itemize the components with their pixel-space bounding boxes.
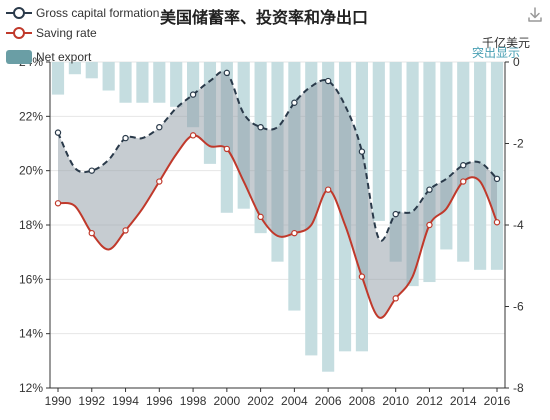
net-export-bar bbox=[153, 62, 166, 103]
net-export-bar bbox=[440, 62, 453, 250]
gcf-point bbox=[156, 123, 163, 131]
x-tick-label: 2014 bbox=[450, 394, 477, 408]
x-tick-label: 2000 bbox=[213, 394, 240, 408]
gcf-point bbox=[426, 186, 433, 193]
legend-label: Net export bbox=[36, 50, 92, 64]
x-tick-label: 2002 bbox=[247, 394, 274, 408]
left-tick-label: 14% bbox=[19, 327, 43, 341]
net-export-bar bbox=[490, 62, 504, 270]
net-export-bar bbox=[85, 62, 98, 79]
x-tick-label: 2012 bbox=[416, 394, 443, 408]
net-export-bar bbox=[68, 62, 81, 75]
left-tick-label: 22% bbox=[19, 109, 43, 123]
saving-point bbox=[223, 145, 231, 153]
saving-point bbox=[189, 132, 197, 139]
saving-rate-line bbox=[57, 134, 498, 319]
legend-rect-icon bbox=[6, 50, 32, 64]
saving-point bbox=[426, 221, 433, 229]
left-tick-label: 18% bbox=[19, 218, 43, 232]
saving-point bbox=[291, 229, 298, 237]
gcf-point bbox=[54, 129, 62, 136]
net-export-bar bbox=[457, 62, 470, 262]
x-tick-label: 2006 bbox=[315, 394, 342, 408]
chart-title: 美国储蓄率、投资率和净出口 bbox=[160, 8, 369, 27]
gcf-point bbox=[392, 210, 399, 218]
right-tick-label: -8 bbox=[513, 381, 524, 395]
gross-capital-formation-points bbox=[54, 69, 501, 218]
x-tick-label: 1994 bbox=[112, 394, 139, 408]
net-export-bar bbox=[372, 62, 385, 221]
net-export-bar bbox=[102, 62, 115, 91]
saving-point bbox=[460, 178, 467, 185]
saving-point bbox=[392, 295, 399, 302]
legend-label: Saving rate bbox=[36, 26, 97, 40]
x-tick-label: 1990 bbox=[45, 394, 72, 408]
net-export-bar bbox=[136, 62, 149, 103]
saving-point bbox=[324, 186, 332, 193]
legend-item-saving-rate[interactable]: Saving rate bbox=[6, 24, 97, 42]
x-tick-label: 1996 bbox=[146, 394, 173, 408]
gcf-point bbox=[189, 91, 197, 98]
download-icon[interactable] bbox=[526, 6, 544, 24]
right-tick-label: -6 bbox=[513, 300, 524, 314]
gcf-point bbox=[291, 99, 298, 106]
gcf-point bbox=[257, 123, 264, 131]
saving-point bbox=[88, 229, 95, 237]
saving-point bbox=[493, 219, 501, 226]
x-tick-label: 1992 bbox=[78, 394, 105, 408]
x-tick-label: 2008 bbox=[349, 394, 376, 408]
saving-point bbox=[156, 178, 163, 185]
gross-capital-formation-line bbox=[57, 70, 498, 242]
gcf-point bbox=[88, 167, 95, 174]
left-tick-label: 12% bbox=[19, 381, 43, 395]
net-export-bar bbox=[423, 62, 436, 283]
right-tick-label: -2 bbox=[513, 137, 524, 151]
saving-point bbox=[358, 273, 366, 280]
saving-rate-points bbox=[54, 132, 501, 302]
left-tick-label: 16% bbox=[19, 272, 43, 286]
right-tick-label: 0 bbox=[513, 55, 520, 69]
right-tick-label: -4 bbox=[513, 218, 524, 232]
legend-line-circle-icon bbox=[6, 26, 32, 40]
left-tick-label: 20% bbox=[19, 164, 43, 178]
axes bbox=[46, 61, 509, 392]
gcf-point bbox=[358, 148, 366, 155]
x-tick-label: 2004 bbox=[281, 394, 308, 408]
highlight-toggle[interactable]: 突出显示 bbox=[472, 46, 521, 60]
x-tick-label: 2010 bbox=[382, 394, 409, 408]
gcf-point bbox=[223, 69, 231, 77]
saving-point bbox=[122, 227, 129, 234]
gcf-point bbox=[460, 162, 467, 169]
net-export-bar bbox=[119, 62, 132, 103]
gcf-point bbox=[122, 134, 129, 142]
saving-point bbox=[54, 200, 62, 207]
saving-point bbox=[257, 213, 264, 221]
legend-item-net-export[interactable]: Net export bbox=[6, 48, 91, 66]
right-axis-unit-label: 千亿美元 bbox=[482, 36, 531, 50]
gcf-point bbox=[493, 175, 501, 183]
legend-item-gross-capital-formation[interactable]: Gross capital formation bbox=[6, 4, 159, 22]
legend-line-circle-icon bbox=[6, 6, 32, 20]
gcf-point bbox=[324, 77, 332, 85]
legend-label: Gross capital formation bbox=[36, 6, 160, 20]
net-export-bar bbox=[51, 62, 65, 95]
net-export-bar bbox=[170, 62, 183, 107]
x-tick-label: 1998 bbox=[180, 394, 207, 408]
x-tick-label: 2016 bbox=[484, 394, 511, 408]
investment-saving-gap-band bbox=[58, 71, 497, 318]
